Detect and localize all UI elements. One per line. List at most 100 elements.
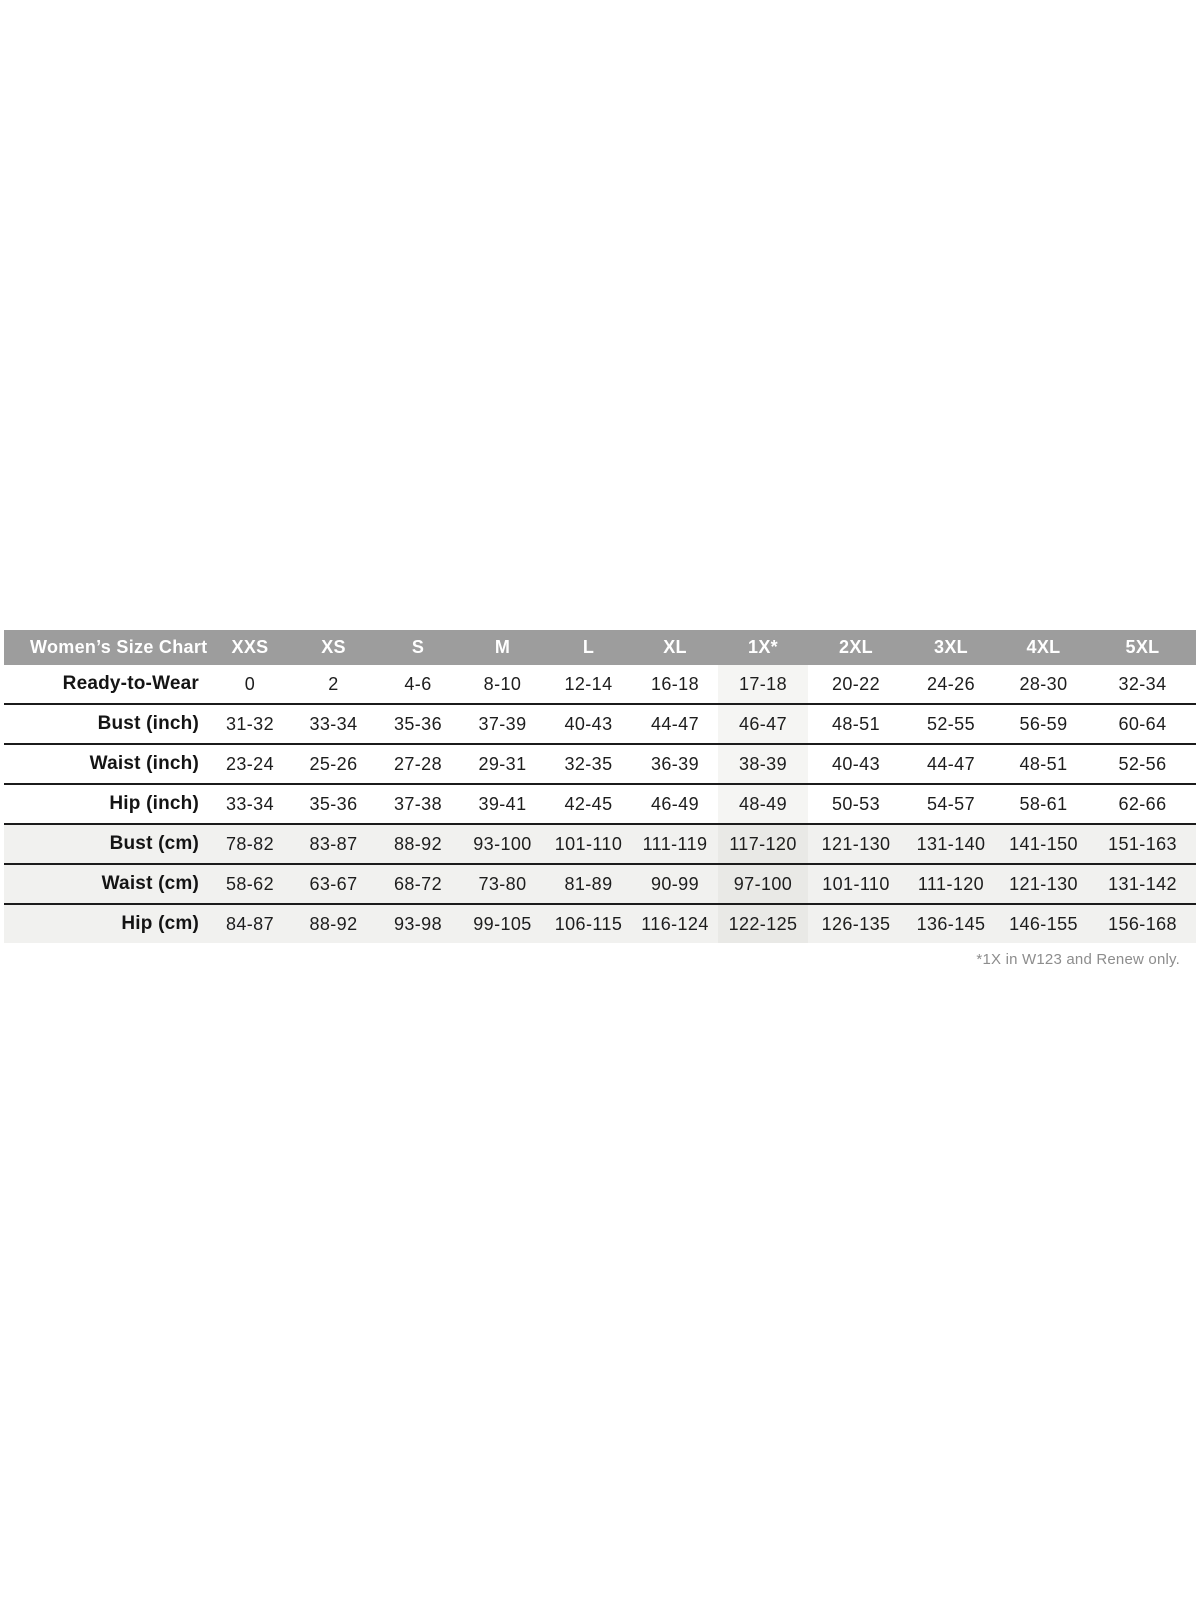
cell-bust-cm-xl: 111-119 bbox=[632, 824, 718, 865]
column-header-xl: XL bbox=[632, 630, 718, 665]
cell-bust-inch-xs: 33-34 bbox=[291, 704, 376, 745]
cell-bust-cm-2xl: 121-130 bbox=[808, 824, 904, 865]
cell-bust-inch-s: 35-36 bbox=[376, 704, 460, 745]
cell-hip-cm-5xl: 156-168 bbox=[1089, 904, 1196, 943]
cell-ready-to-wear-xxs: 0 bbox=[209, 665, 291, 705]
cell-bust-cm-xs: 83-87 bbox=[291, 824, 376, 865]
cell-hip-cm-xxs: 84-87 bbox=[209, 904, 291, 943]
size-chart-table: Women’s Size Chart XXS XS S M L XL 1X* 2XL 3XL 4XL… bbox=[4, 630, 1196, 943]
cell-waist-cm-m: 73-80 bbox=[460, 864, 545, 905]
row-label-waist-cm: Waist (cm) bbox=[4, 864, 209, 905]
cell-ready-to-wear-5xl: 32-34 bbox=[1089, 665, 1196, 705]
column-header-2xl: 2XL bbox=[808, 630, 904, 665]
cell-bust-inch-xxs: 31-32 bbox=[209, 704, 291, 745]
cell-waist-cm-2xl: 101-110 bbox=[808, 864, 904, 905]
cell-hip-inch-4xl: 58-61 bbox=[998, 784, 1089, 825]
table-header: Women’s Size Chart XXS XS S M L XL 1X* 2XL 3XL 4XL… bbox=[4, 630, 1196, 665]
cell-hip-cm-l: 106-115 bbox=[545, 904, 632, 943]
cell-bust-cm-l: 101-110 bbox=[545, 824, 632, 865]
cell-ready-to-wear-m: 8-10 bbox=[460, 665, 545, 705]
row-label-hip-cm: Hip (cm) bbox=[4, 904, 209, 943]
cell-bust-inch-2xl: 48-51 bbox=[808, 704, 904, 745]
cell-waist-cm-xxs: 58-62 bbox=[209, 864, 291, 905]
cell-waist-inch-4xl: 48-51 bbox=[998, 744, 1089, 785]
cell-waist-cm-4xl: 121-130 bbox=[998, 864, 1089, 905]
cell-ready-to-wear-2xl: 20-22 bbox=[808, 665, 904, 705]
column-header-xs: XS bbox=[291, 630, 376, 665]
table-title: Women’s Size Chart bbox=[4, 630, 209, 665]
column-header-5xl: 5XL bbox=[1089, 630, 1196, 665]
cell-hip-inch-l: 42-45 bbox=[545, 784, 632, 825]
cell-bust-inch-m: 37-39 bbox=[460, 704, 545, 745]
size-chart: Women’s Size Chart XXS XS S M L XL 1X* 2XL 3XL 4XL… bbox=[4, 630, 1196, 968]
row-label-bust-cm: Bust (cm) bbox=[4, 824, 209, 865]
cell-bust-inch-5xl: 60-64 bbox=[1089, 704, 1196, 745]
cell-hip-inch-xl: 46-49 bbox=[632, 784, 718, 825]
cell-waist-inch-s: 27-28 bbox=[376, 744, 460, 785]
cell-bust-cm-5xl: 151-163 bbox=[1089, 824, 1196, 865]
cell-bust-cm-4xl: 141-150 bbox=[998, 824, 1089, 865]
column-header-3xl: 3XL bbox=[904, 630, 998, 665]
cell-hip-cm-4xl: 146-155 bbox=[998, 904, 1089, 943]
column-header-m: M bbox=[460, 630, 545, 665]
column-header-xxs: XXS bbox=[209, 630, 291, 665]
table-footnote: *1X in W123 and Renew only. bbox=[976, 951, 1180, 968]
cell-bust-cm-3xl: 131-140 bbox=[904, 824, 998, 865]
cell-ready-to-wear-3xl: 24-26 bbox=[904, 665, 998, 705]
cell-hip-inch-s: 37-38 bbox=[376, 784, 460, 825]
cell-ready-to-wear-1x: 17-18 bbox=[718, 665, 808, 705]
table-row-waist-inch: Waist (inch) 23-24 25-26 27-28 29-31 32-35 36-… bbox=[4, 744, 1196, 785]
cell-waist-inch-5xl: 52-56 bbox=[1089, 744, 1196, 785]
cell-ready-to-wear-xl: 16-18 bbox=[632, 665, 718, 705]
cell-hip-inch-5xl: 62-66 bbox=[1089, 784, 1196, 825]
cell-waist-cm-3xl: 111-120 bbox=[904, 864, 998, 905]
table-row-ready-to-wear: Ready-to-Wear 0 2 4-6 8-10 12-14 16-18 17-18 20-… bbox=[4, 665, 1196, 705]
column-header-4xl: 4XL bbox=[998, 630, 1089, 665]
cell-waist-inch-2xl: 40-43 bbox=[808, 744, 904, 785]
cell-bust-cm-s: 88-92 bbox=[376, 824, 460, 865]
cell-waist-cm-l: 81-89 bbox=[545, 864, 632, 905]
cell-hip-cm-1x: 122-125 bbox=[718, 904, 808, 943]
cell-bust-inch-4xl: 56-59 bbox=[998, 704, 1089, 745]
row-label-bust-inch: Bust (inch) bbox=[4, 704, 209, 745]
cell-hip-inch-3xl: 54-57 bbox=[904, 784, 998, 825]
table-row-waist-cm: Waist (cm) 58-62 63-67 68-72 73-80 81-89 90-99… bbox=[4, 864, 1196, 905]
table-row-hip-inch: Hip (inch) 33-34 35-36 37-38 39-41 42-45 46-49… bbox=[4, 784, 1196, 825]
cell-waist-inch-xs: 25-26 bbox=[291, 744, 376, 785]
table-row-hip-cm: Hip (cm) 84-87 88-92 93-98 99-105 106-115 116-… bbox=[4, 904, 1196, 943]
cell-bust-inch-3xl: 52-55 bbox=[904, 704, 998, 745]
row-label-ready-to-wear: Ready-to-Wear bbox=[4, 665, 209, 705]
row-label-waist-inch: Waist (inch) bbox=[4, 744, 209, 785]
header-row: Women’s Size Chart XXS XS S M L XL 1X* 2XL 3XL 4XL… bbox=[4, 630, 1196, 665]
cell-bust-cm-xxs: 78-82 bbox=[209, 824, 291, 865]
row-label-hip-inch: Hip (inch) bbox=[4, 784, 209, 825]
cell-hip-cm-3xl: 136-145 bbox=[904, 904, 998, 943]
cell-bust-cm-1x: 117-120 bbox=[718, 824, 808, 865]
cell-ready-to-wear-xs: 2 bbox=[291, 665, 376, 705]
cell-bust-cm-m: 93-100 bbox=[460, 824, 545, 865]
cell-ready-to-wear-4xl: 28-30 bbox=[998, 665, 1089, 705]
cell-hip-cm-2xl: 126-135 bbox=[808, 904, 904, 943]
table-row-bust-cm: Bust (cm) 78-82 83-87 88-92 93-100 101-110 111… bbox=[4, 824, 1196, 865]
cell-hip-inch-xxs: 33-34 bbox=[209, 784, 291, 825]
cell-ready-to-wear-l: 12-14 bbox=[545, 665, 632, 705]
cell-bust-inch-1x: 46-47 bbox=[718, 704, 808, 745]
cell-waist-inch-l: 32-35 bbox=[545, 744, 632, 785]
column-header-1x: 1X* bbox=[718, 630, 808, 665]
cell-waist-inch-xl: 36-39 bbox=[632, 744, 718, 785]
column-header-l: L bbox=[545, 630, 632, 665]
cell-waist-cm-5xl: 131-142 bbox=[1089, 864, 1196, 905]
cell-waist-inch-m: 29-31 bbox=[460, 744, 545, 785]
table-row-bust-inch: Bust (inch) 31-32 33-34 35-36 37-39 40-43 44-4… bbox=[4, 704, 1196, 745]
column-header-s: S bbox=[376, 630, 460, 665]
cell-hip-inch-1x: 48-49 bbox=[718, 784, 808, 825]
cell-waist-cm-1x: 97-100 bbox=[718, 864, 808, 905]
cell-hip-cm-xl: 116-124 bbox=[632, 904, 718, 943]
cell-waist-inch-1x: 38-39 bbox=[718, 744, 808, 785]
cell-bust-inch-l: 40-43 bbox=[545, 704, 632, 745]
cell-waist-inch-3xl: 44-47 bbox=[904, 744, 998, 785]
table-body: Ready-to-Wear 0 2 4-6 8-10 12-14 16-18 17-18 20-… bbox=[4, 665, 1196, 943]
cell-waist-cm-s: 68-72 bbox=[376, 864, 460, 905]
cell-hip-cm-s: 93-98 bbox=[376, 904, 460, 943]
